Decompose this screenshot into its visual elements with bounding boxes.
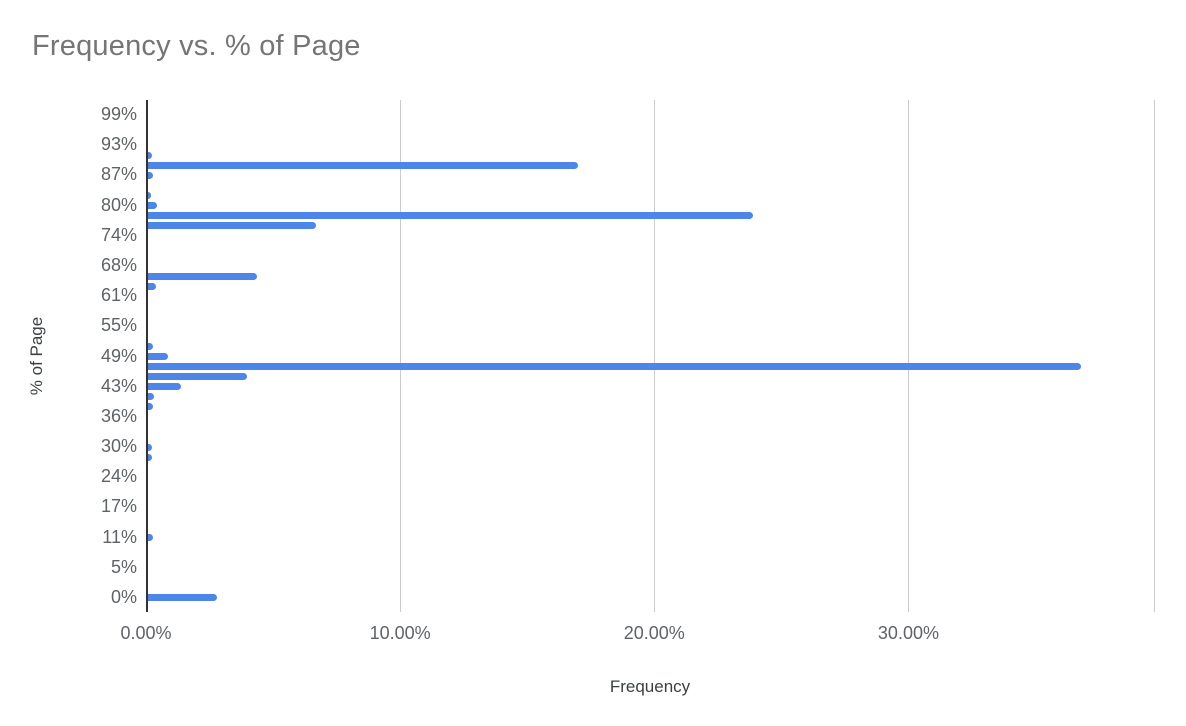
plot-area xyxy=(146,100,1155,612)
x-tick-label: 20.00% xyxy=(623,623,685,643)
bar xyxy=(148,222,316,230)
y-tick-label: 11% xyxy=(102,526,137,547)
bar xyxy=(148,342,154,350)
x-tick-label: 10.00% xyxy=(369,623,431,643)
bar xyxy=(148,282,156,290)
y-tick-label: 17% xyxy=(100,496,137,517)
bar xyxy=(148,534,154,542)
y-tick-label: 49% xyxy=(100,345,137,366)
y-tick-label: 87% xyxy=(100,164,137,185)
bar xyxy=(148,393,155,401)
y-tick-label: 43% xyxy=(100,375,137,396)
x-tick-label: 0.00% xyxy=(120,623,172,643)
y-tick-label: 55% xyxy=(100,315,137,336)
bar xyxy=(148,363,1081,371)
chart-title: Frequency vs. % of Page xyxy=(32,30,361,62)
vertical-gridline xyxy=(654,100,656,612)
y-tick-label: 36% xyxy=(100,405,137,426)
y-axis-line xyxy=(146,100,148,612)
y-tick-label: 0% xyxy=(110,586,137,607)
bar xyxy=(148,373,248,381)
y-tick-label: 5% xyxy=(110,556,137,577)
y-tick-label: 99% xyxy=(100,104,137,125)
y-tick-label: 61% xyxy=(100,285,137,306)
x-tick-label: 30.00% xyxy=(877,623,939,643)
bar xyxy=(148,383,182,391)
bar xyxy=(148,353,169,360)
vertical-gridline xyxy=(908,100,910,612)
bar xyxy=(148,161,578,169)
plot-right-border xyxy=(1154,100,1155,612)
bar xyxy=(148,443,152,451)
bar xyxy=(148,212,753,220)
x-axis-title: Frequency xyxy=(609,677,691,696)
bar xyxy=(148,171,154,179)
y-tick-label: 24% xyxy=(100,466,137,487)
bar xyxy=(148,594,217,602)
y-tick-label: 30% xyxy=(100,436,137,457)
y-tick-label: 68% xyxy=(100,254,137,275)
bar xyxy=(148,202,157,210)
y-tick-label: 74% xyxy=(100,224,137,245)
bar xyxy=(148,403,154,411)
bar xyxy=(148,272,258,280)
y-axis-title: % of Page xyxy=(27,316,46,396)
bar xyxy=(148,192,151,200)
bar xyxy=(148,151,152,159)
y-tick-label: 93% xyxy=(100,134,137,155)
y-tick-label: 80% xyxy=(100,194,137,215)
vertical-gridline xyxy=(400,100,402,612)
bar xyxy=(148,453,152,461)
